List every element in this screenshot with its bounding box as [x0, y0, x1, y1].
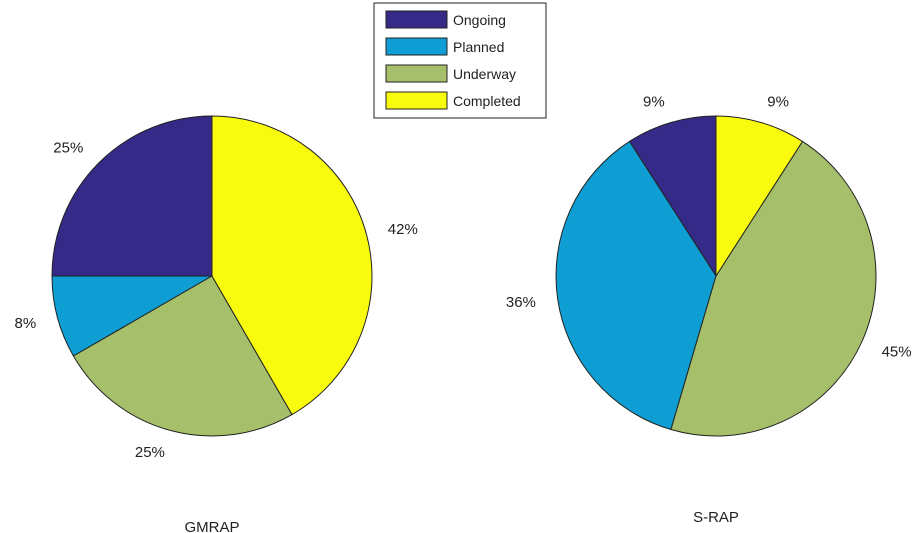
- legend-swatch-planned: [385, 37, 448, 56]
- pie-label-s-rap-planned: 36%: [506, 294, 536, 311]
- legend-swatch-ongoing: [385, 10, 448, 29]
- pie-slice-gmrap-completed: [211, 115, 373, 416]
- pie-label-gmrap-underway: 25%: [135, 444, 165, 461]
- pie-label-gmrap-planned: 8%: [15, 315, 37, 332]
- legend-swatch-completed: [385, 91, 448, 110]
- pie-slice-s-rap-underway: [670, 140, 877, 437]
- pie-chart-s-rap: 9% 36% 45% 9%: [506, 93, 912, 437]
- pie-label-s-rap-ongoing: 9%: [643, 93, 665, 110]
- pie-slice-s-rap-completed: [715, 115, 804, 278]
- legend-label-underway: Underway: [453, 66, 516, 82]
- pie-chart-gmrap: 25% 8% 25% 42%: [15, 115, 418, 461]
- legend-label-completed: Completed: [453, 93, 521, 109]
- pie-slice-gmrap-ongoing: [51, 115, 213, 277]
- chart-title-s-rap: S-RAP: [693, 509, 739, 526]
- pie-label-gmrap-completed: 42%: [388, 221, 418, 238]
- legend-swatch-underway: [385, 64, 448, 83]
- legend-label-planned: Planned: [453, 39, 504, 55]
- pie-slice-s-rap-ongoing: [628, 115, 717, 278]
- pie-label-gmrap-ongoing: 25%: [53, 139, 83, 156]
- legend: Ongoing Planned Underway Completed: [373, 2, 547, 119]
- legend-label-ongoing: Ongoing: [453, 12, 506, 28]
- pie-label-s-rap-underway: 45%: [882, 344, 912, 361]
- pie-slice-s-rap-planned: [555, 140, 717, 431]
- pie-slice-gmrap-underway: [72, 275, 293, 437]
- pie-label-s-rap-completed: 9%: [767, 93, 789, 110]
- chart-title-gmrap: GMRAP: [184, 519, 239, 533]
